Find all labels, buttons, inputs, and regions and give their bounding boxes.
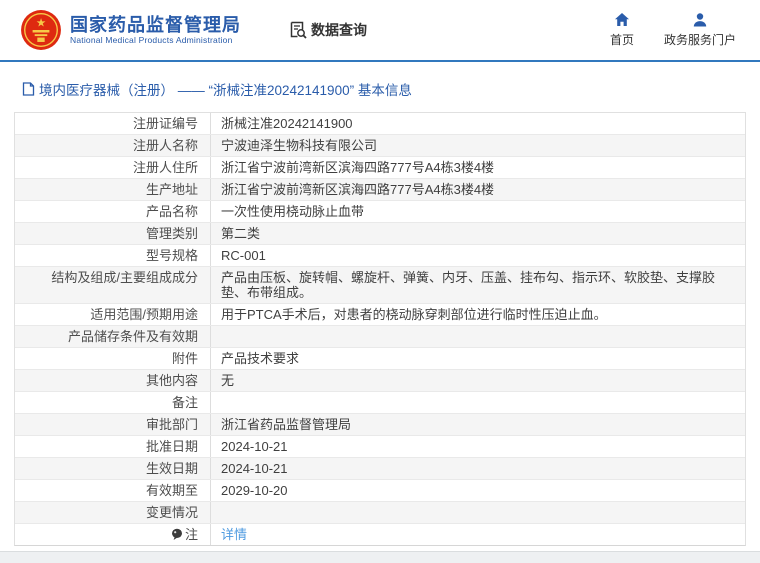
national-emblem-icon: ★: [21, 10, 61, 50]
nav-home-label: 首页: [609, 33, 634, 47]
row-label: 变更情况: [15, 502, 211, 523]
row-label: 产品储存条件及有效期: [15, 326, 211, 347]
row-value: [211, 502, 745, 523]
row-label: 型号规格: [15, 245, 211, 266]
row-value: 浙江省宁波前湾新区滨海四路777号A4栋3楼4楼: [221, 182, 495, 197]
row-label: 适用范围/预期用途: [15, 304, 211, 325]
person-icon: [693, 13, 707, 27]
row-value: RC-001: [221, 248, 266, 263]
registration-info-table: 注册证编号 浙械注准20242141900 注册人名称 宁波迪泽生物科技有限公司…: [14, 112, 746, 546]
row-value: [211, 392, 745, 413]
row-label: 附件: [15, 348, 211, 369]
table-row: 注册人名称 宁波迪泽生物科技有限公司: [15, 135, 745, 157]
table-row: 生产地址 浙江省宁波前湾新区滨海四路777号A4栋3楼4楼: [15, 179, 745, 201]
row-label: 管理类别: [15, 223, 211, 244]
row-label: 注册人住所: [15, 157, 211, 178]
row-label: 批准日期: [15, 436, 211, 457]
row-label: 产品名称: [15, 201, 211, 222]
row-value: 2024-10-21: [221, 461, 288, 476]
nav-portal-label: 政务服务门户: [663, 33, 736, 47]
svg-text:★: ★: [36, 17, 46, 29]
row-value: 浙江省药品监督管理局: [221, 417, 352, 432]
footer-strip: [0, 551, 760, 563]
document-search-icon: [290, 21, 307, 39]
row-label: 有效期至: [15, 480, 211, 501]
row-value: [211, 326, 745, 347]
row-label: 生产地址: [15, 179, 211, 200]
row-value: 产品由压板、旋转帽、螺旋杆、弹簧、内牙、压盖、挂布勾、指示环、软胶垫、支撑胶垫、…: [221, 270, 716, 300]
row-value: 浙江省宁波前湾新区滨海四路777号A4栋3楼4楼: [221, 160, 495, 175]
table-row: 变更情况: [15, 502, 745, 524]
nav-data-query[interactable]: 数据查询: [289, 20, 367, 40]
table-row: 注册人住所 浙江省宁波前湾新区滨海四路777号A4栋3楼4楼: [15, 157, 745, 179]
page-icon: [22, 82, 35, 96]
row-value: 2029-10-20: [221, 483, 288, 498]
table-row: 审批部门 浙江省药品监督管理局: [15, 414, 745, 436]
row-value: 产品技术要求: [221, 351, 300, 366]
table-row: 批准日期 2024-10-21: [15, 436, 745, 458]
table-row: 产品储存条件及有效期: [15, 326, 745, 348]
row-label: 注册人名称: [15, 135, 211, 156]
table-row: 其他内容 无: [15, 370, 745, 392]
row-label: 审批部门: [15, 414, 211, 435]
table-row: 适用范围/预期用途 用于PTCA手术后，对患者的桡动脉穿刺部位进行临时性压迫止血…: [15, 304, 745, 326]
row-label: 其他内容: [15, 370, 211, 391]
row-label: 注册证编号: [15, 113, 211, 134]
agency-title-en: National Medical Products Administration: [70, 34, 233, 45]
agency-title-cn: 国家药品监督管理局: [70, 14, 241, 35]
table-row: 生效日期 2024-10-21: [15, 458, 745, 480]
row-value: 一次性使用桡动脉止血带: [221, 204, 365, 219]
row-label: 结构及组成/主要组成成分: [15, 267, 211, 303]
table-row: 备注: [15, 392, 745, 414]
row-value: 第二类: [221, 226, 261, 241]
row-value: 浙械注准20242141900: [221, 116, 353, 131]
row-label: 备注: [15, 392, 211, 413]
table-row: 型号规格 RC-001: [15, 245, 745, 267]
table-row: 注册证编号 浙械注准20242141900: [15, 113, 745, 135]
nav-home[interactable]: 首页: [610, 12, 634, 48]
breadcrumb-text: 境内医疗器械（注册） —— “浙械注准20242141900” 基本信息: [39, 83, 412, 98]
row-value: 宁波迪泽生物科技有限公司: [221, 138, 378, 153]
header-separator: [0, 60, 760, 62]
header-nav: 首页 政务服务门户: [610, 12, 742, 48]
page-header: ★ 国家药品监督管理局 National Medical Products Ad…: [0, 0, 760, 60]
row-value: 用于PTCA手术后，对患者的桡动脉穿刺部位进行临时性压迫止血。: [221, 307, 607, 322]
breadcrumb: 境内医疗器械（注册） —— “浙械注准20242141900” 基本信息: [0, 62, 760, 110]
nav-portal[interactable]: 政务服务门户: [664, 12, 736, 48]
agency-title-block: 国家药品监督管理局 National Medical Products Admi…: [70, 15, 241, 46]
table-row: 有效期至 2029-10-20: [15, 480, 745, 502]
data-query-label: 数据查询: [311, 22, 367, 38]
row-label: 生效日期: [15, 458, 211, 479]
table-row: 产品名称 一次性使用桡动脉止血带: [15, 201, 745, 223]
table-row: 结构及组成/主要组成成分 产品由压板、旋转帽、螺旋杆、弹簧、内牙、压盖、挂布勾、…: [15, 267, 745, 304]
table-row: 附件 产品技术要求: [15, 348, 745, 370]
home-icon: [614, 13, 629, 26]
row-value: 无: [221, 373, 235, 388]
nmpa-logo: ★ 国家药品监督管理局 National Medical Products Ad…: [20, 9, 241, 51]
table-row: 管理类别 第二类: [15, 223, 745, 245]
row-value: 2024-10-21: [221, 439, 288, 454]
